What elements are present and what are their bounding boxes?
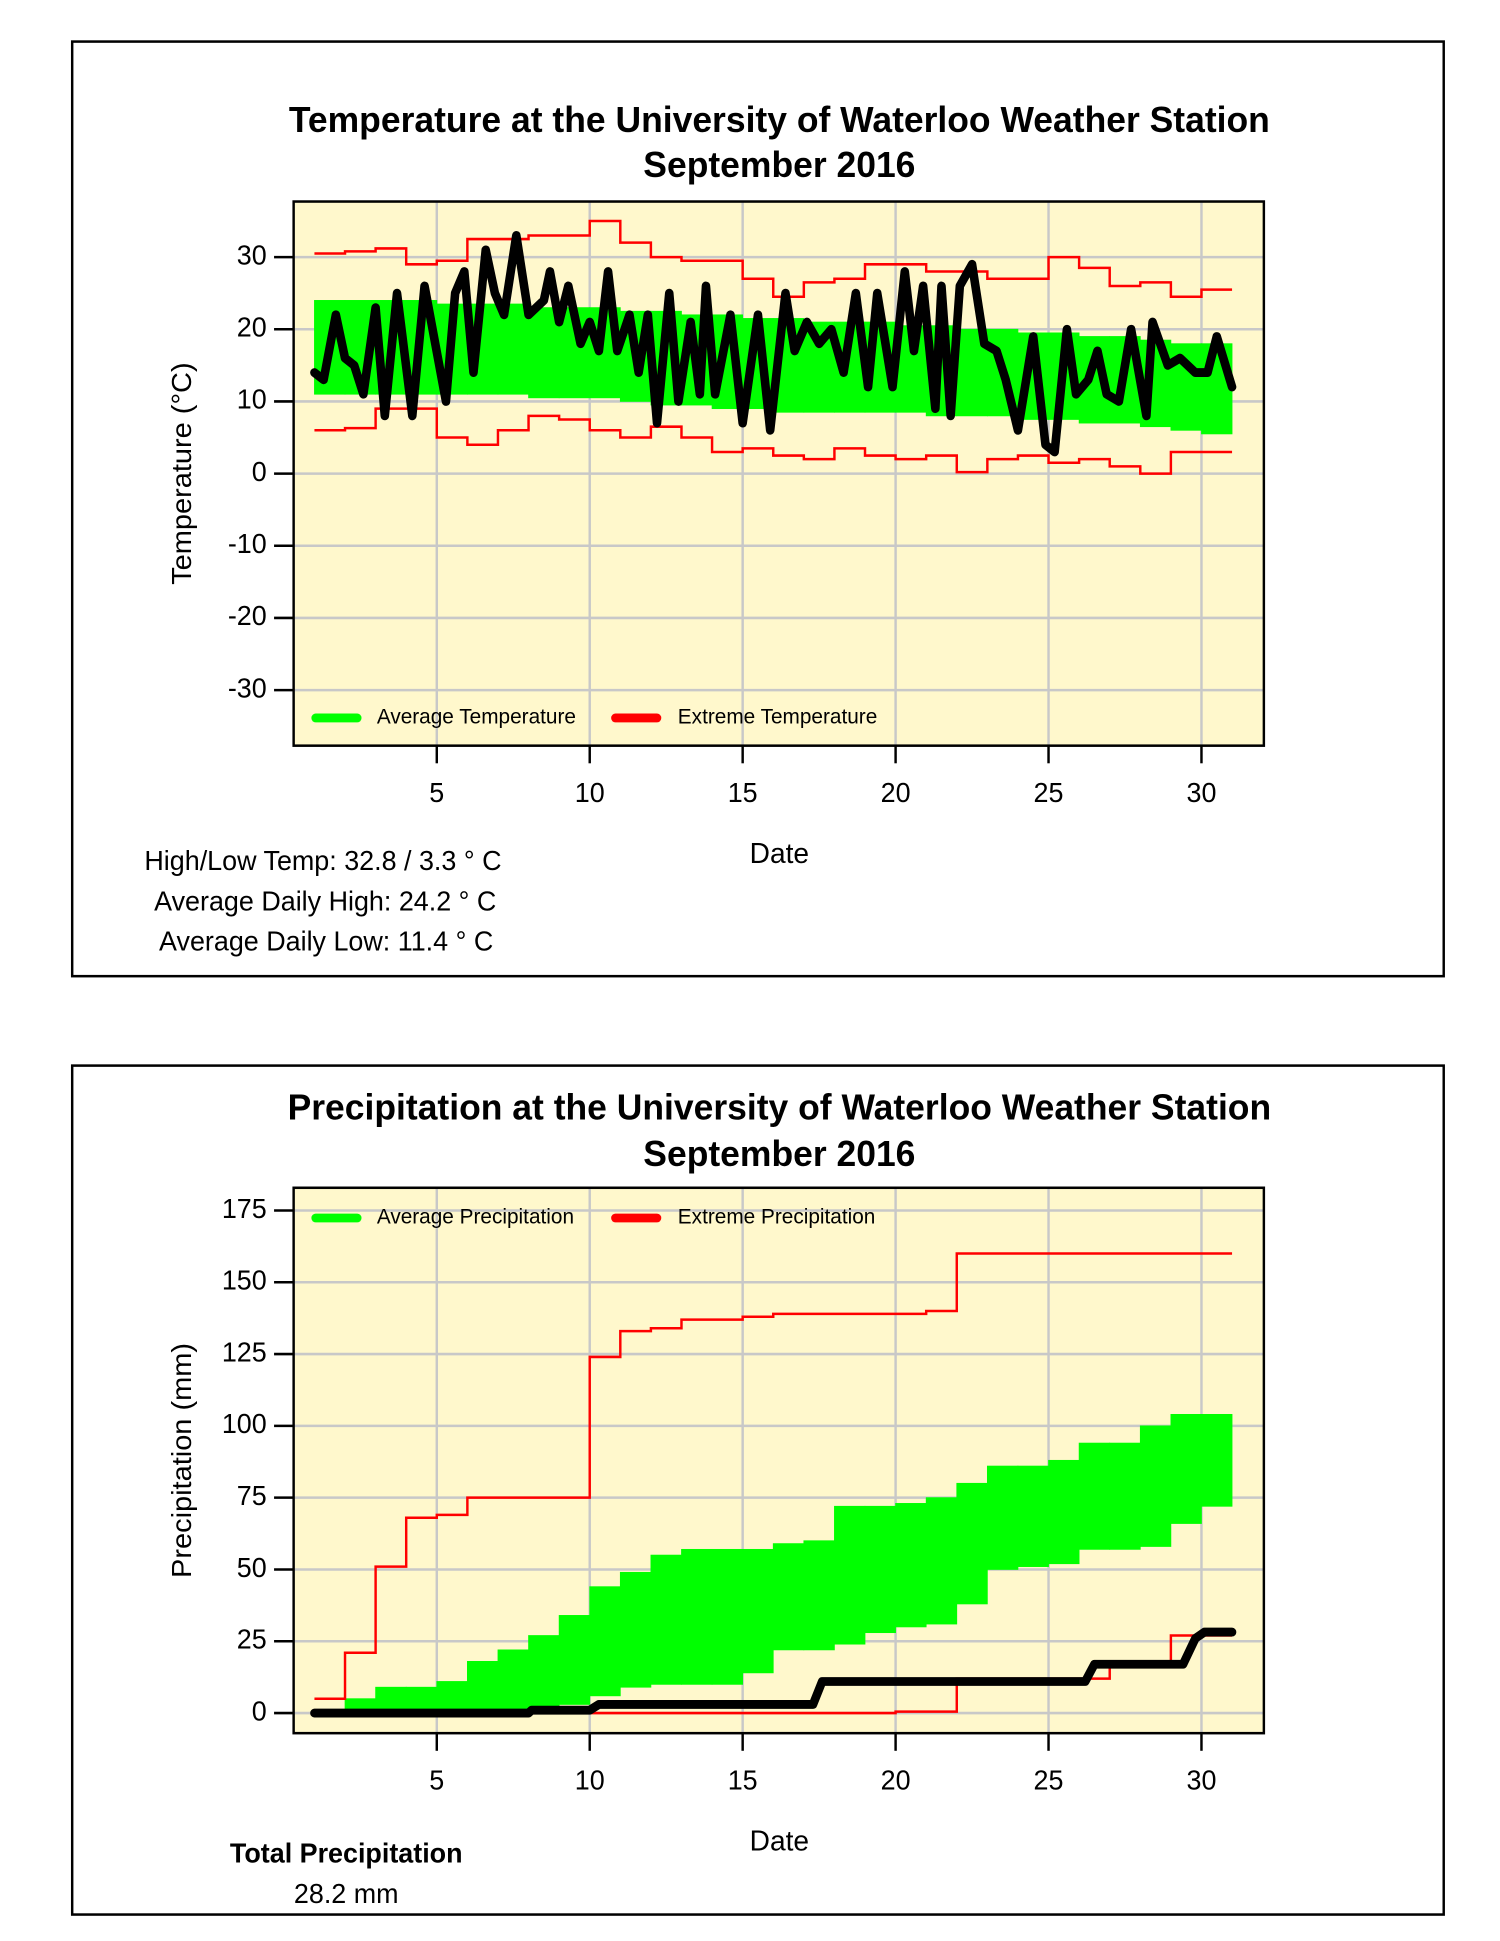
- y-axis-label: Temperature (°C): [166, 362, 198, 584]
- stat-heading: Total Precipitation: [230, 1837, 463, 1868]
- y-tick-label: 100: [222, 1408, 267, 1439]
- average-band: [619, 1571, 652, 1688]
- average-band: [925, 1497, 958, 1625]
- observed-line: [310, 231, 1237, 457]
- x-tick-label: 25: [1034, 1764, 1064, 1795]
- average-band: [497, 1649, 529, 1711]
- chart-title: Temperature at the University of Waterlo…: [289, 98, 1270, 140]
- chart-title: Precipitation at the University of Water…: [288, 1086, 1272, 1128]
- stat-text: Average Daily Low: 11.4 ° C: [159, 925, 493, 956]
- average-band: [650, 1554, 682, 1685]
- y-axis-label: Precipitation (mm): [166, 1343, 198, 1578]
- y-tick-label: 10: [237, 383, 267, 414]
- y-tick-label: 0: [252, 1695, 267, 1726]
- chart-subtitle: September 2016: [643, 144, 915, 186]
- average-band: [1201, 1413, 1233, 1507]
- x-tick-label: 30: [1187, 1764, 1217, 1795]
- average-band: [742, 1548, 774, 1674]
- panel-frame: [70, 1064, 1445, 1916]
- x-tick-label: 5: [429, 777, 444, 808]
- y-tick-label: 75: [237, 1480, 267, 1511]
- panel-frame: [70, 40, 1445, 978]
- x-tick-label: 15: [728, 777, 758, 808]
- x-axis-label: Date: [750, 1825, 809, 1857]
- average-band: [589, 1586, 621, 1697]
- average-band: [895, 1503, 927, 1628]
- y-tick-label: 30: [237, 239, 267, 270]
- y-tick-label: 0: [252, 456, 267, 487]
- average-band: [1048, 1459, 1080, 1565]
- legend-label: Extreme Precipitation: [678, 1205, 876, 1228]
- y-tick-label: 150: [222, 1264, 267, 1295]
- x-tick-label: 10: [575, 777, 605, 808]
- extreme-line: [314, 407, 1233, 475]
- average-band: [711, 1548, 744, 1685]
- x-tick-label: 20: [881, 1764, 911, 1795]
- average-band: [467, 1660, 499, 1714]
- y-tick-label: -20: [228, 600, 267, 631]
- plot-frame: [292, 200, 1266, 747]
- y-tick-label: 175: [222, 1192, 267, 1223]
- y-tick-label: 20: [237, 311, 267, 342]
- x-tick-label: 20: [881, 777, 911, 808]
- average-band: [528, 1635, 560, 1708]
- plot-frame: [292, 1186, 1266, 1735]
- average-band: [528, 307, 560, 399]
- legend-label: Extreme Temperature: [678, 705, 877, 728]
- average-band: [864, 1505, 896, 1634]
- average-band: [772, 1543, 805, 1651]
- average-band: [681, 1548, 713, 1685]
- x-tick-label: 30: [1187, 777, 1217, 808]
- chart-subtitle: September 2016: [643, 1132, 915, 1174]
- stat-text: Average Daily High: 24.2 ° C: [154, 885, 496, 916]
- average-band: [834, 1505, 866, 1645]
- average-band: [1109, 1442, 1141, 1550]
- extreme-line: [314, 1252, 1233, 1700]
- legend-label: Average Temperature: [377, 705, 576, 728]
- average-band: [1017, 1465, 1049, 1567]
- y-tick-label: 125: [222, 1336, 267, 1367]
- stat-text: 28.2 mm: [294, 1878, 399, 1909]
- y-tick-label: 25: [237, 1623, 267, 1654]
- average-band: [986, 1465, 1019, 1570]
- average-band: [1078, 1442, 1111, 1550]
- x-axis-label: Date: [750, 838, 809, 870]
- average-band: [956, 1482, 988, 1605]
- y-tick-label: -10: [228, 528, 267, 559]
- y-tick-label: 50: [237, 1551, 267, 1582]
- x-tick-label: 25: [1034, 777, 1064, 808]
- stat-text: High/Low Temp: 32.8 / 3.3 ° C: [144, 845, 501, 876]
- legend-label: Average Precipitation: [377, 1205, 574, 1228]
- observed-line: [310, 1627, 1237, 1718]
- average-band: [1170, 1413, 1202, 1524]
- average-band: [436, 1681, 468, 1714]
- y-tick-label: -30: [228, 672, 267, 703]
- average-band: [1139, 1425, 1172, 1547]
- x-tick-label: 10: [575, 1764, 605, 1795]
- x-tick-label: 5: [429, 1764, 444, 1795]
- average-band: [803, 1540, 835, 1651]
- average-band: [558, 1615, 591, 1705]
- extreme-line: [314, 219, 1233, 299]
- x-tick-label: 15: [728, 1764, 758, 1795]
